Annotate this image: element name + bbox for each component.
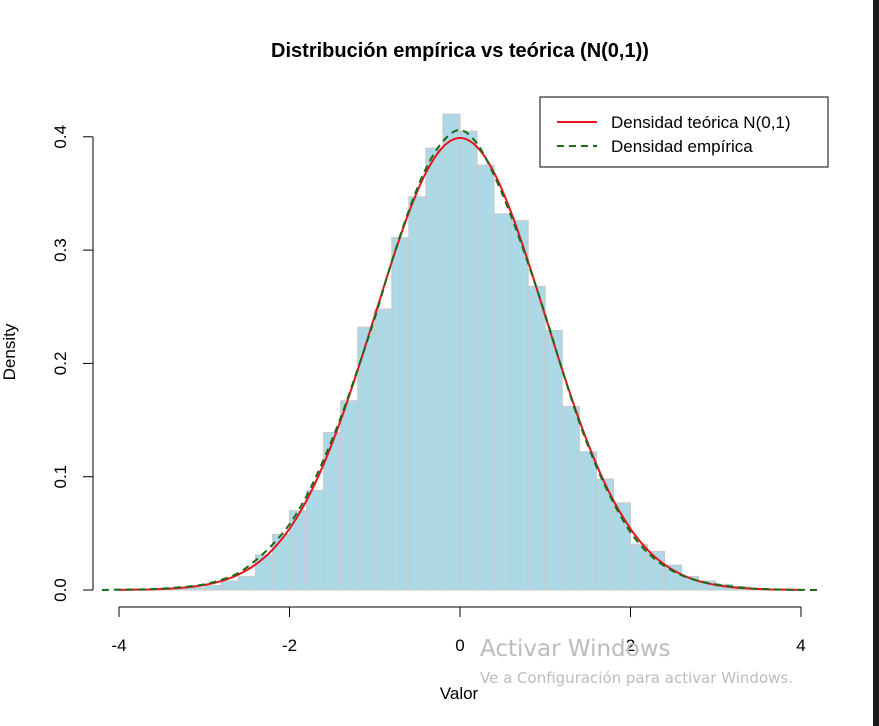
legend-label-empirica: Densidad empírica — [611, 137, 753, 156]
x-tick-label: -2 — [282, 636, 297, 655]
histogram-bar — [357, 326, 376, 591]
histogram-bar — [527, 285, 546, 591]
histogram-bar — [544, 330, 563, 591]
y-tick-label: 0.2 — [51, 352, 70, 376]
histogram-bar — [289, 510, 308, 591]
density-curve-teorica — [118, 137, 802, 591]
histogram-bar — [664, 564, 683, 591]
x-tick-label: 4 — [796, 636, 805, 655]
histogram-bar — [476, 164, 495, 591]
density-curves — [101, 129, 819, 591]
x-axis-label: Valor — [440, 684, 479, 703]
histogram-bar — [425, 147, 444, 591]
x-axis: -4 -2 0 2 4 — [111, 606, 806, 655]
y-tick-label: 0.4 — [51, 125, 70, 149]
histogram-bar — [442, 113, 461, 591]
x-tick-label: 0 — [455, 636, 464, 655]
legend-box — [539, 96, 829, 168]
density-curve-empirica — [101, 129, 819, 591]
legend-label-teorica: Densidad teórica N(0,1) — [611, 113, 791, 132]
histogram-bar — [237, 575, 256, 591]
y-axis-label: Density — [0, 323, 19, 380]
histogram-bar — [340, 400, 359, 591]
histogram-bar — [254, 554, 273, 591]
y-tick-label: 0.3 — [51, 238, 70, 262]
histogram-bar — [408, 196, 427, 591]
histogram-bar — [186, 587, 205, 591]
histogram-bar — [459, 130, 478, 591]
histogram-bars — [152, 113, 768, 591]
legend: Densidad teórica N(0,1) Densidad empíric… — [539, 96, 829, 168]
window-edge — [873, 0, 879, 726]
histogram-bar — [630, 544, 649, 591]
histogram-bar — [391, 237, 410, 591]
y-axis: 0.0 0.1 0.2 0.3 0.4 — [51, 125, 94, 602]
histogram-bar — [203, 584, 222, 591]
chart-title: Distribución empírica vs teórica (N(0,1)… — [271, 40, 649, 62]
y-tick-label: 0.1 — [51, 465, 70, 489]
histogram-bar — [374, 308, 393, 591]
histogram-bar — [510, 220, 529, 591]
histogram-bar — [306, 489, 325, 591]
histogram-bar — [493, 213, 512, 591]
y-tick-label: 0.0 — [51, 578, 70, 602]
histogram-bar — [220, 580, 239, 591]
x-tick-label: -4 — [111, 636, 126, 655]
histogram-bar — [561, 405, 580, 591]
x-tick-label: 2 — [626, 636, 635, 655]
histogram-bar — [578, 451, 597, 591]
